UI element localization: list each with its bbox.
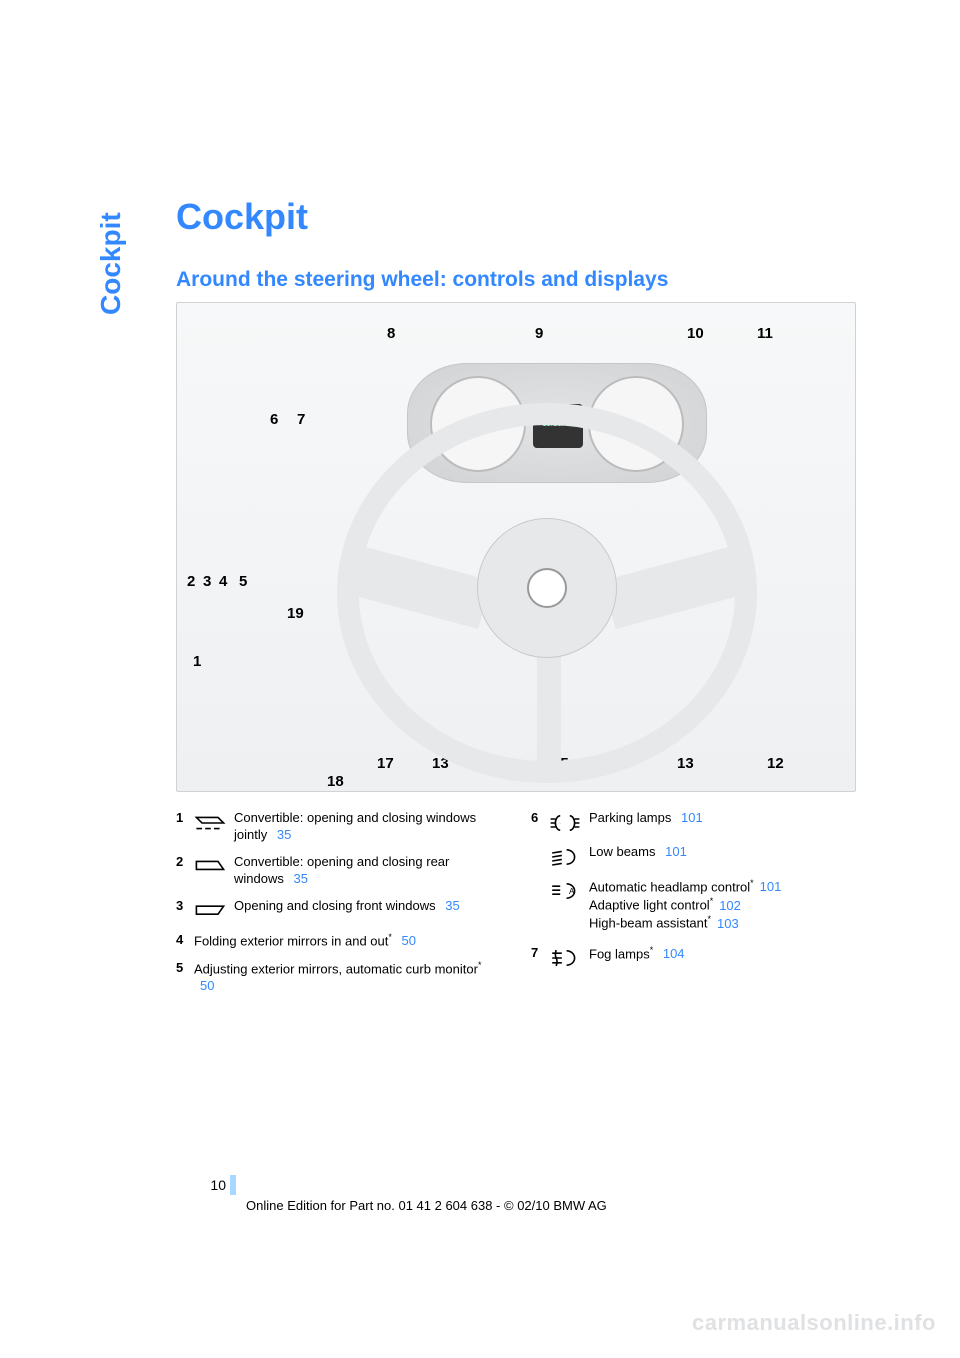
page-reference[interactable]: 102 — [719, 898, 741, 913]
legend-text: Adjusting exterior mirrors, automatic cu… — [194, 960, 501, 995]
legend-row: 2 Convertible: opening and closing rear … — [176, 854, 501, 888]
footnote-star: * — [388, 932, 392, 942]
page-reference[interactable]: 101 — [665, 844, 687, 859]
page-number-bar-icon — [230, 1175, 236, 1195]
footnote-star: * — [710, 896, 714, 906]
footnote-star: * — [478, 960, 482, 970]
legend-text: Automatic headlamp control*101 Adaptive … — [589, 878, 856, 933]
legend-right-column: 6 Parking lamps 101 Low beams 101 — [531, 810, 856, 1005]
diagram-callout: 10 — [687, 325, 704, 342]
edition-line: Online Edition for Part no. 01 41 2 604 … — [246, 1198, 607, 1213]
diagram-callout: 18 — [327, 773, 344, 790]
auto-headlamp-icon: A — [549, 878, 589, 902]
diagram-callout: 8 — [387, 325, 395, 342]
footnote-star: * — [708, 914, 712, 924]
page: { "side_label": "Cockpit", "title": "Coc… — [0, 0, 960, 1358]
diagram-callout: 2 — [187, 573, 195, 590]
legend-text: Folding exterior mirrors in and out* 50 — [194, 932, 501, 950]
section-heading: Around the steering wheel: controls and … — [176, 268, 668, 292]
watermark: carmanualsonline.info — [692, 1310, 936, 1336]
footnote-star: * — [750, 878, 754, 888]
legend-row: A Automatic headlamp control*101 Adaptiv… — [531, 878, 856, 933]
diagram-callout: 5 — [239, 573, 247, 590]
legend-text: Parking lamps 101 — [589, 810, 856, 827]
rear-windows-icon — [194, 854, 234, 878]
diagram-callout: 6 — [270, 411, 278, 428]
fog-lamps-icon — [549, 945, 589, 969]
wheel-spoke — [537, 643, 561, 763]
legend-row: 6 Parking lamps 101 — [531, 810, 856, 834]
page-reference[interactable]: 50 — [200, 978, 214, 993]
legend-text: Convertible: opening and closing windows… — [234, 810, 501, 844]
diagram-callout: 17 — [377, 755, 394, 772]
page-reference[interactable]: 50 — [402, 933, 416, 948]
page-reference[interactable]: 104 — [663, 946, 685, 961]
wheel-hub — [477, 518, 617, 658]
footnote-star: * — [650, 945, 654, 955]
page-reference[interactable]: 35 — [445, 898, 459, 913]
legend-row: 4 Folding exterior mirrors in and out* 5… — [176, 932, 501, 950]
legend-row: 5 Adjusting exterior mirrors, automatic … — [176, 960, 501, 995]
diagram-callout: 11 — [757, 325, 773, 342]
page-reference[interactable]: 101 — [760, 879, 782, 894]
svg-text:A: A — [569, 887, 575, 896]
legend-row: Low beams 101 — [531, 844, 856, 868]
legend-text: Low beams 101 — [589, 844, 856, 861]
parking-lamps-icon — [549, 810, 589, 834]
diagram-callout: 12 — [767, 755, 784, 772]
cockpit-diagram: 8 9 10 11 6 7 2 3 4 5 1 19 17 13 16 15 1… — [176, 302, 856, 792]
diagram-callout: 9 — [535, 325, 543, 342]
diagram-callout: 7 — [297, 411, 305, 428]
page-reference[interactable]: 35 — [277, 827, 291, 842]
page-number-wrap: 10 — [176, 1175, 236, 1195]
legend-number: 3 — [176, 898, 194, 915]
diagram-callout: 1 — [193, 653, 201, 670]
page-number: 10 — [210, 1177, 226, 1193]
legend-row: 1 Convertible: opening and closing windo… — [176, 810, 501, 844]
legend-row: 3 Opening and closing front windows 35 — [176, 898, 501, 922]
legend-text: Convertible: opening and closing rear wi… — [234, 854, 501, 888]
legend: 1 Convertible: opening and closing windo… — [176, 810, 856, 1005]
legend-number: 4 — [176, 932, 194, 949]
page-reference[interactable]: 35 — [293, 871, 307, 886]
legend-number: 7 — [531, 945, 549, 962]
side-section-label: Cockpit — [95, 212, 127, 315]
diagram-callout: 19 — [287, 605, 304, 622]
diagram-callout: 3 — [203, 573, 211, 590]
legend-row: 7 Fog lamps* 104 — [531, 945, 856, 969]
legend-number: 6 — [531, 810, 549, 827]
legend-number: 2 — [176, 854, 194, 871]
legend-text: Opening and closing front windows 35 — [234, 898, 501, 915]
legend-left-column: 1 Convertible: opening and closing windo… — [176, 810, 501, 1005]
low-beams-icon — [549, 844, 589, 868]
windows-joint-icon — [194, 810, 234, 834]
front-windows-icon — [194, 898, 234, 922]
legend-number: 5 — [176, 960, 194, 977]
page-title: Cockpit — [176, 196, 308, 238]
page-reference[interactable]: 101 — [681, 810, 703, 825]
legend-number: 1 — [176, 810, 194, 827]
legend-text: Fog lamps* 104 — [589, 945, 856, 963]
page-reference[interactable]: 103 — [717, 916, 739, 931]
bmw-logo-icon — [527, 568, 567, 608]
diagram-callout: 4 — [219, 573, 227, 590]
diagram-callout: 13 — [677, 755, 694, 772]
